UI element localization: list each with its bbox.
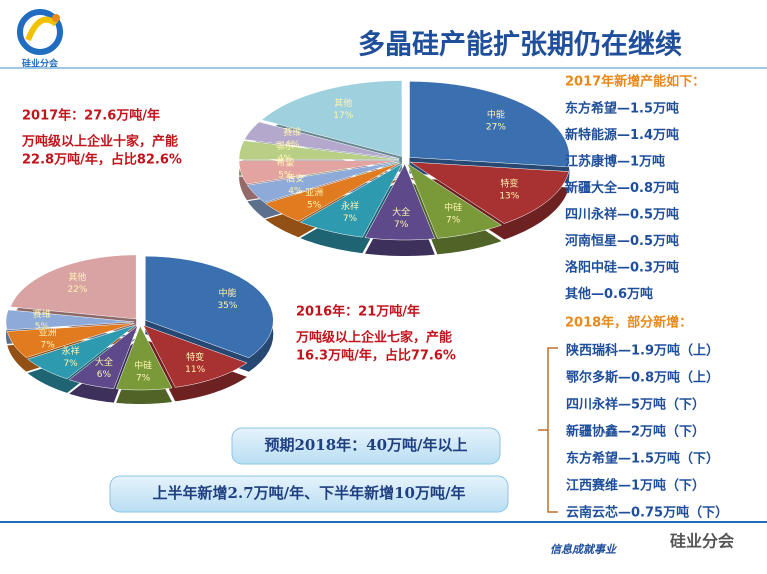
slice-label: 赛维 [283,126,301,138]
slice [7,323,135,358]
list-item: 新特能源—1.4万吨 [565,127,679,143]
slice [406,163,502,239]
slice [261,80,403,157]
slice-value-label: 5% [278,171,293,181]
list-item: 新疆大全—0.8万吨 [565,180,679,196]
list-item: 江西赛维—1万吨（下） [566,478,705,494]
list-item: 新疆协鑫—2万吨（下） [566,424,705,440]
slice-value-label: 7% [41,340,56,350]
slice [244,121,400,159]
slice-label: 亚洲 [39,327,57,338]
slice-value-label: 27% [486,123,506,133]
slice [246,161,400,203]
slice [5,309,135,331]
bracket [538,347,558,513]
slice-label: 中能 [487,109,505,121]
slice [142,324,248,388]
slice-label: 鄂尔 [276,140,294,152]
slice-label: 永祥 [62,345,80,357]
list-2017-heading: 2017年新增产能如下： [565,74,705,90]
list-item: 东方希望—1.5万吨（下） [566,451,719,467]
slice [264,162,401,222]
list-item: 鄂尔多斯—0.8万吨（上） [566,370,719,386]
left-2016-head: 2016年：21万吨/年 [296,304,420,320]
list-item: 江苏康博—1万吨 [565,154,665,170]
slice [68,324,139,389]
list-2018-heading: 2018年，部分新增： [565,315,692,331]
slice-label: 亚洲 [305,187,323,198]
slice-value-label: 17% [333,111,353,121]
list-item: 四川永祥—0.5万吨 [565,207,679,223]
slice-value-label: 11% [185,365,205,375]
slice [409,161,570,224]
slice-value-label: 6% [97,370,112,380]
logo-text: 硅业分会 [22,58,59,70]
left-2017-head: 2017年：27.6万吨/年 [22,108,160,124]
slice-label: 大全 [95,356,113,368]
box-text: 上半年新增2.7万吨/年、下半年新增10万吨/年 [153,484,466,502]
slice-value-label: 5% [35,322,50,332]
slice-label: 大全 [392,206,410,218]
box [231,427,501,465]
footer: 信息成就事业 [550,543,618,556]
slice-value-label: 5% [307,200,322,210]
slice-label: 特变 [186,351,204,363]
list-item: 其他—0.6万吨 [565,286,653,302]
slice-label: 中能 [218,287,236,299]
slice [299,162,403,238]
slice-value-label: 4% [285,140,300,150]
slice-value-label: 7% [63,359,78,369]
slice [27,324,136,380]
slice [238,160,400,185]
left-2016-line: 16.3万吨/年，占比77.6% [296,348,456,364]
slice-value-label: 35% [217,301,237,311]
slice [10,254,137,320]
slice-value-label: 7% [394,220,409,230]
slice [364,163,436,241]
slice-label: 其他 [334,97,352,109]
list-item: 东方希望—1.5万吨 [565,101,679,117]
left-2016-line: 万吨级以上企业七家，产能 [295,330,452,346]
box-text: 预期2018年：40万吨/年以上 [264,436,467,454]
slice-label: 中硅 [134,360,152,372]
slice-label: 特变 [500,177,518,189]
slice-label: 赛维 [33,308,51,320]
slice-label: 其他 [68,271,86,283]
slice-label: 盾安 [286,173,304,185]
left-2017-line: 万吨级以上企业十家，产能 [21,134,178,150]
slice-value-label: 13% [499,191,519,201]
slide-title: 多晶硅产能扩张期仍在继续 [358,29,682,61]
slice-value-label: 7% [446,215,461,225]
lists: 东方希望—1.5万吨新特能源—1.4万吨江苏康博—1万吨新疆大全—0.8万吨四川… [565,101,728,521]
logo [17,9,63,55]
slice-label: 希望 [276,157,294,169]
slice-value-label: 22% [67,285,87,295]
slice [238,140,400,160]
slice [145,255,274,359]
slice-value-label: 7% [343,214,358,224]
slice-label: 永祥 [341,200,359,212]
watermark: 硅业分会 [670,532,734,551]
slice-label: 中硅 [444,201,462,213]
slice [409,81,570,168]
slice [115,325,173,391]
slice-value-label: 4% [278,154,293,164]
list-item: 四川永祥—5万吨（下） [566,397,705,413]
list-item: 河南恒星—0.5万吨 [565,233,679,249]
slice-value-label: 7% [136,374,151,384]
list-item: 陕西瑞科—1.9万吨（上） [566,343,719,359]
list-item: 云南云芯—0.75万吨（下） [566,505,728,521]
left-2017-line: 22.8万吨/年，占比82.6% [22,152,182,168]
slice-value-label: 4% [288,187,303,197]
list-item: 洛阳中硅—0.3万吨 [565,260,679,276]
box [109,475,509,513]
pies: 中能27%特变13%中硅7%大全7%永祥7%亚洲5%盾安4%希望5%鄂尔4%赛维… [5,80,570,404]
